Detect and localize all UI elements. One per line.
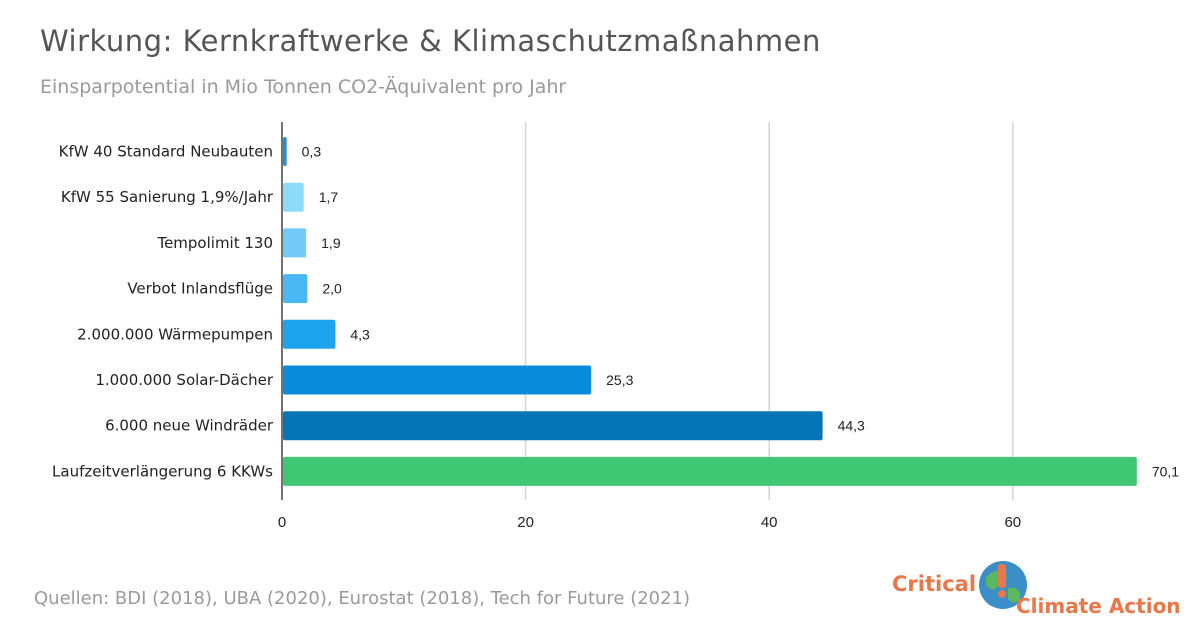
bar — [283, 456, 1137, 486]
bar — [283, 137, 287, 166]
bar — [283, 274, 308, 304]
value-label: 1,9 — [321, 235, 341, 251]
category-label: KfW 55 Sanierung 1,9%/Jahr — [61, 188, 274, 206]
bar — [283, 411, 823, 441]
logo-text-critical: Critical — [892, 572, 977, 596]
category-label: Verbot Inlandsflüge — [127, 280, 273, 298]
x-tick-label: 20 — [517, 514, 534, 531]
logo-text-climate-action: Climate Action — [1016, 594, 1181, 618]
category-label: 2.000.000 Wärmepumpen — [77, 325, 273, 343]
category-label: Laufzeitverlängerung 6 KKWs — [52, 462, 273, 480]
category-label: KfW 40 Standard Neubauten — [59, 143, 273, 161]
chart-title: Wirkung: Kernkraftwerke & Klimaschutzmaß… — [40, 24, 821, 58]
x-tick-label: 0 — [278, 514, 286, 531]
chart-subtitle: Einsparpotential in Mio Tonnen CO2-Äquiv… — [40, 76, 567, 98]
bar — [283, 228, 307, 258]
x-tick-label: 60 — [1004, 514, 1021, 531]
value-label: 1,7 — [319, 189, 339, 205]
value-label: 4,3 — [350, 326, 370, 342]
globe-icon — [979, 561, 1027, 609]
value-label: 0,3 — [302, 144, 322, 160]
value-label: 44,3 — [838, 418, 865, 434]
value-label: 25,3 — [606, 372, 633, 388]
category-label: 1.000.000 Solar-Dächer — [95, 371, 274, 389]
value-label: 2,0 — [322, 281, 342, 297]
category-label: Tempolimit 130 — [156, 234, 273, 252]
bar — [283, 319, 336, 349]
category-label: 6.000 neue Windräder — [105, 417, 274, 435]
value-label: 70,1 — [1152, 463, 1179, 479]
bar — [283, 182, 304, 212]
bar — [283, 365, 592, 395]
x-tick-label: 40 — [761, 514, 778, 531]
source-note: Quellen: BDI (2018), UBA (2020), Eurosta… — [34, 588, 691, 609]
critical-climate-action-logo: Critical Climate Action — [888, 556, 1188, 626]
